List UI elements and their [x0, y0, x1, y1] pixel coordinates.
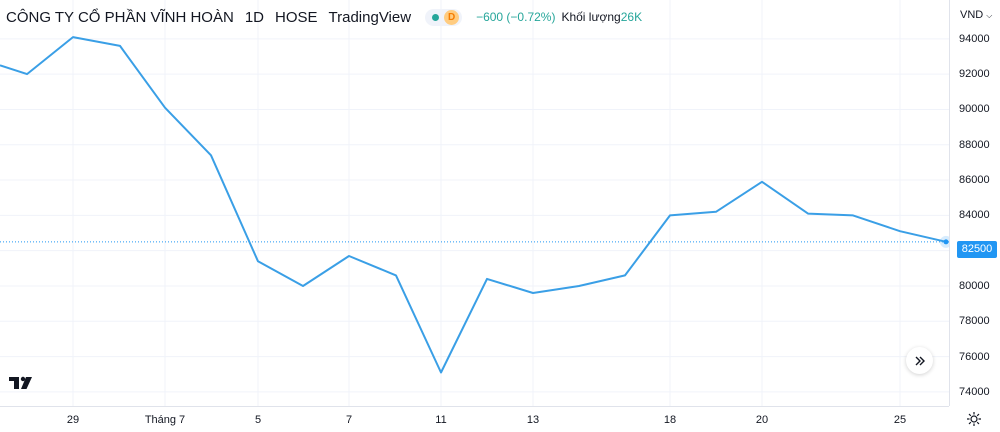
settings-icon[interactable]	[966, 411, 982, 427]
last-price-badge: 82500	[957, 241, 997, 258]
x-tick-label: 29	[66, 414, 80, 426]
y-tick-label: 76000	[959, 350, 990, 363]
price-axis[interactable]: VND ⌵ 9400092000900008800086000840008200…	[949, 0, 1000, 406]
chart-legend: CÔNG TY CỔ PHẦN VĨNH HOÀN 1D HOSE Tradin…	[6, 6, 642, 28]
source-label: TradingView	[328, 8, 412, 26]
y-tick-label: 86000	[959, 174, 990, 187]
y-tick-label: 84000	[959, 209, 990, 222]
delay-badge: D	[444, 9, 460, 25]
interval-label[interactable]: 1D	[244, 8, 264, 26]
y-tick-label: 78000	[959, 315, 990, 328]
x-tick-label: 11	[435, 414, 447, 426]
currency-label: VND	[960, 9, 984, 21]
chart-plot-area[interactable]: CÔNG TY CỔ PHẦN VĨNH HOÀN 1D HOSE Tradin…	[0, 0, 952, 406]
market-status-icon	[432, 13, 440, 21]
x-tick-label: 13	[526, 414, 540, 426]
x-tick-label: 7	[345, 414, 353, 426]
price-series-line	[0, 36, 947, 374]
y-tick-label: 88000	[959, 138, 990, 151]
scroll-right-icon	[915, 356, 925, 365]
volume-value: 26K	[620, 10, 643, 24]
x-tick-label: 18	[663, 414, 677, 426]
x-tick-label: 20	[755, 414, 769, 426]
y-tick-label: 90000	[959, 103, 990, 116]
x-tick-label: 25	[893, 414, 907, 426]
scroll-to-realtime-button[interactable]	[906, 347, 933, 374]
currency-selector[interactable]: VND ⌵	[960, 9, 992, 21]
y-tick-label: 74000	[959, 385, 990, 398]
y-tick-label: 92000	[959, 68, 990, 81]
volume-label: Khối lượng	[561, 10, 621, 24]
y-tick-label: 94000	[959, 32, 990, 45]
price-change: −600 (−0.72%)	[476, 10, 556, 24]
tradingview-logo-icon[interactable]	[5, 369, 40, 396]
symbol-name[interactable]: CÔNG TY CỔ PHẦN VĨNH HOÀN	[6, 8, 234, 26]
last-point-marker	[943, 239, 949, 245]
market-status-pill[interactable]: D	[425, 8, 463, 26]
price-line-chart	[0, 0, 952, 406]
time-axis[interactable]: 29 Tháng 7 5 7 11 13 18 20 25	[0, 406, 949, 432]
chevron-down-icon: ⌵	[986, 11, 993, 20]
x-tick-label: Tháng 7	[144, 414, 186, 426]
y-tick-label: 80000	[959, 279, 990, 292]
x-tick-label: 5	[254, 414, 262, 426]
exchange-label: HOSE	[275, 8, 318, 26]
